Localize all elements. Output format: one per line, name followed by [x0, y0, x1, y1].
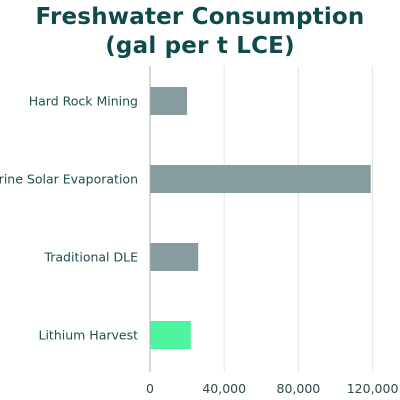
chart-title-line-2: (gal per t LCE): [105, 33, 295, 59]
tick-labels: 0 40,000 80,000 120,000: [146, 381, 398, 396]
category-label-3: Lithium Harvest: [38, 328, 138, 343]
bar-1: [150, 165, 371, 193]
tick-label-2: 80,000: [277, 381, 321, 396]
bar-0: [150, 87, 188, 115]
tick-label-0: 0: [146, 381, 154, 396]
bar-3: [150, 321, 191, 349]
tick-label-1: 40,000: [202, 381, 246, 396]
chart-title-line-1: Freshwater Consumption: [35, 4, 365, 30]
tick-label-3: 120,000: [347, 381, 399, 396]
category-label-2: Traditional DLE: [43, 250, 138, 265]
category-label-0: Hard Rock Mining: [29, 94, 138, 109]
bar-2: [150, 243, 199, 271]
category-labels: Hard Rock Mining Brine Solar Evaporation T…: [0, 94, 138, 343]
gridlines: [223, 66, 374, 372]
category-label-1: Brine Solar Evaporation: [0, 172, 138, 187]
bars: [150, 87, 371, 349]
